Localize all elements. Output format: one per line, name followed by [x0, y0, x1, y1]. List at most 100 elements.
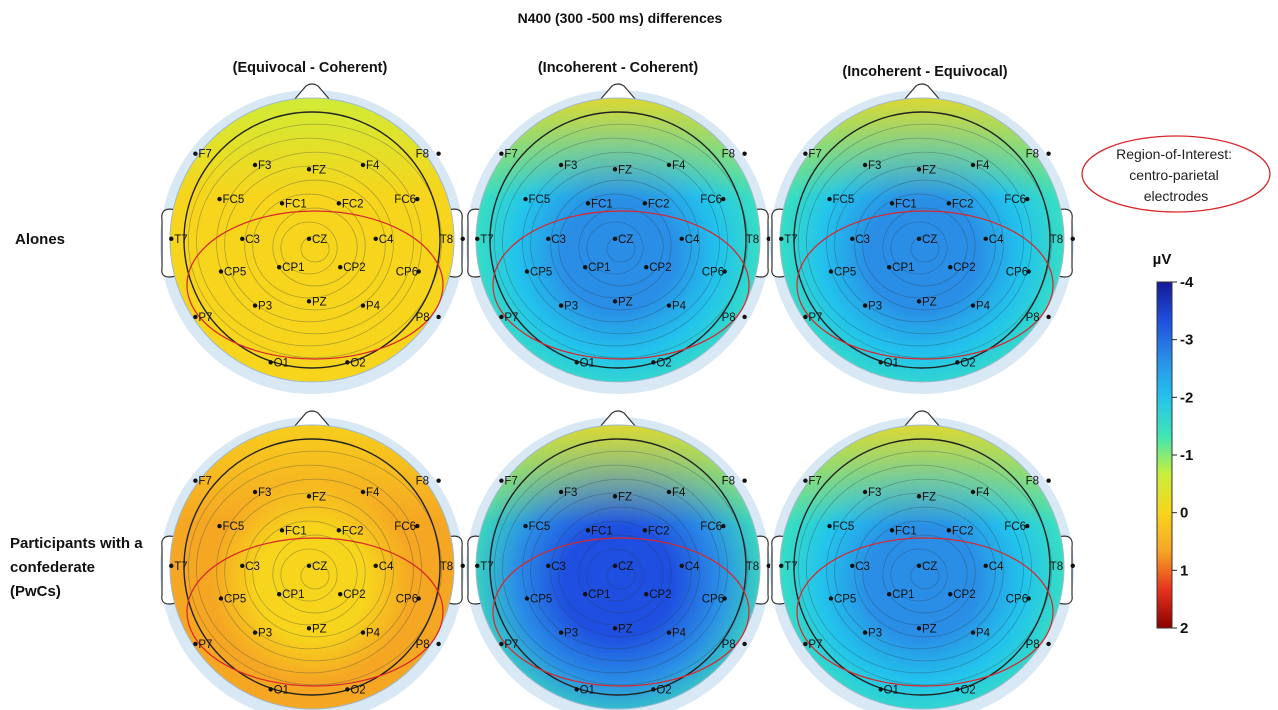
electrode-dot — [360, 489, 366, 495]
electrode-label: T7 — [784, 234, 797, 246]
topomap: F7 F3 FZ F4 F8 FC5 FC1 FC2 FC6 T7 C3 CZ C4 T8 CP5 CP1 CP… — [160, 410, 465, 710]
contour-line — [502, 137, 728, 347]
contour-line — [586, 548, 644, 602]
electrode-dot — [523, 196, 528, 202]
nose-outline — [293, 83, 331, 101]
colorbar-tick-label: -1 — [1180, 447, 1193, 464]
contour-line — [522, 478, 720, 662]
electrode-dot — [721, 196, 726, 202]
electrode-dot — [279, 201, 285, 206]
electrode-dot — [916, 236, 922, 242]
electrode-dot — [1025, 196, 1030, 202]
electrode-dot — [878, 687, 883, 692]
row-label-pwcs: Participants with a confederate (PwCs) — [10, 535, 147, 600]
head-outline — [489, 438, 747, 696]
electrode-label: CP1 — [588, 589, 610, 601]
electrode-dot — [436, 151, 441, 156]
electrode-label: P3 — [258, 628, 272, 640]
electrode-dot — [336, 528, 342, 533]
electrode-dot — [360, 303, 366, 308]
electrode-label: CP2 — [953, 262, 975, 274]
electrode-label: FC1 — [895, 525, 917, 537]
electrode-label: O1 — [884, 684, 899, 696]
electrode-label: PZ — [618, 623, 633, 635]
electrode-label: FC1 — [591, 198, 613, 210]
electrode-dot — [306, 494, 312, 499]
electrode-label: FC2 — [648, 198, 670, 210]
topomap: F7 F3 FZ F4 F8 FC5 FC1 FC2 FC6 T7 C3 CZ C4 T8 CP5 CP1 CP… — [160, 83, 465, 394]
head-outline — [183, 438, 441, 696]
contour-line — [494, 450, 748, 686]
electrode-dot — [558, 303, 564, 308]
electrode-dot — [983, 236, 988, 242]
electrode-dot — [779, 563, 784, 569]
contour-line — [834, 165, 1004, 323]
electrode-dot — [415, 196, 420, 202]
column-title-equivocal-coherent: (Equivocal - Coherent) — [233, 60, 388, 76]
electrode-label: CP5 — [530, 594, 552, 606]
electrode-dot — [276, 592, 282, 597]
electrode-label: C4 — [989, 234, 1004, 246]
electrode-label: CP6 — [396, 594, 418, 606]
electrode-dot — [878, 360, 883, 365]
electrode-label: P3 — [868, 301, 882, 313]
colorbar-tick-label: -3 — [1180, 332, 1193, 349]
electrode-dot — [279, 528, 285, 533]
electrode-dot — [1046, 641, 1051, 647]
electrode-dot — [524, 269, 530, 274]
electrode-label: C3 — [855, 234, 870, 246]
electrode-label: CZ — [618, 561, 633, 573]
contour-line — [502, 464, 728, 674]
contour-line — [244, 506, 386, 638]
electrode-label: T8 — [1050, 234, 1063, 246]
electrode-label: FC5 — [833, 521, 855, 533]
electrode-dot — [742, 641, 747, 647]
electrode-dot — [582, 265, 588, 270]
contour-line — [910, 562, 940, 590]
contour-line — [862, 520, 976, 626]
colorbar: µV -4 -3 -2 -1 0 1 2 — [1153, 251, 1194, 637]
topomap: F7 F3 FZ F4 F8 FC5 FC1 FC2 FC6 T7 C3 CZ C4 T8 CP5 CP1 CP… — [466, 83, 771, 394]
head-outline — [183, 111, 441, 369]
electrode-label: CP1 — [892, 262, 914, 274]
electrode-dot — [558, 630, 564, 635]
electrode-label: O2 — [656, 684, 671, 696]
electrode-dot — [970, 303, 976, 308]
electrode-dot — [240, 236, 245, 242]
contour-line — [272, 534, 358, 614]
electrode-label: FC6 — [1004, 194, 1026, 206]
electrode-label: F3 — [258, 160, 271, 172]
electrode-label: PZ — [312, 296, 327, 308]
nose-outline — [599, 410, 637, 428]
electrode-dot — [722, 269, 727, 274]
electrode-label: FC2 — [342, 525, 364, 537]
roi-ellipse — [796, 537, 1054, 687]
electrode-label: FC1 — [591, 525, 613, 537]
colorbar-tick-label: 1 — [1180, 562, 1188, 579]
electrode-label: CP5 — [834, 267, 856, 279]
electrode-label: CZ — [922, 234, 937, 246]
electrode-label: FC2 — [342, 198, 364, 210]
electrode-dot — [193, 151, 198, 156]
electrode-dot — [276, 265, 282, 270]
contour-line — [826, 151, 1024, 335]
electrode-dot — [415, 523, 420, 529]
electrode-label: FZ — [312, 491, 326, 503]
electrode-dot — [955, 360, 960, 365]
electrode-label: P7 — [198, 639, 212, 651]
electrode-dot — [268, 687, 273, 692]
contour-line — [494, 123, 748, 359]
contour-line — [882, 534, 968, 614]
electrode-label: F8 — [416, 476, 429, 488]
electrode-dot — [722, 596, 727, 601]
electrode-dot — [1070, 236, 1075, 242]
electrode-dot — [679, 236, 684, 242]
electrode-label: T8 — [746, 234, 759, 246]
electrode-label: C4 — [379, 234, 394, 246]
electrode-dot — [850, 563, 855, 569]
electrode-dot — [862, 630, 868, 635]
electrode-label: CP5 — [224, 594, 246, 606]
colorbar-gradient — [1156, 281, 1173, 629]
electrode-label: FC1 — [895, 198, 917, 210]
electrode-label: CP2 — [343, 589, 365, 601]
